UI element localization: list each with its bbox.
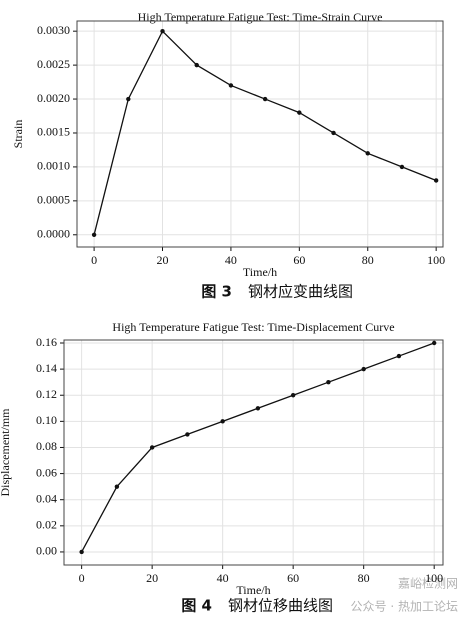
x-tick-label: 80 [362, 253, 374, 267]
caption-label: 图 4 [181, 597, 212, 615]
point [365, 151, 370, 156]
x-tick-label: 80 [358, 571, 370, 585]
x-tick-label: 40 [217, 571, 229, 585]
point [297, 110, 302, 115]
x-tick-label: 0 [79, 571, 85, 585]
point [185, 432, 190, 437]
y-tick-label: 0.0025 [37, 57, 70, 71]
chart-title: High Temperature Fatigue Test: Time-Disp… [112, 320, 394, 334]
point [194, 62, 199, 68]
point [433, 178, 439, 183]
y-tick-label: 0.08 [36, 439, 57, 453]
x-axis-label: Time/h [243, 265, 277, 279]
x-tick-label: 20 [157, 253, 169, 267]
point [399, 164, 405, 170]
plot-frame [63, 339, 444, 566]
caption-text: 钢材位移曲线图 [228, 597, 333, 615]
y-tick-label: 0.0010 [37, 159, 70, 173]
y-tick-label: 0.14 [36, 361, 57, 375]
y-tick-label: 0.0005 [37, 193, 70, 207]
watermark: 嘉峪检测网 [398, 576, 458, 591]
x-tick-label: 0 [91, 253, 97, 267]
x-axis-label: Time/h [236, 583, 270, 597]
chart-title: High Temperature Fatigue Test: Time-Stra… [138, 10, 383, 24]
point [396, 353, 402, 359]
point [91, 232, 97, 237]
point [220, 419, 225, 424]
point [290, 393, 296, 398]
point [149, 445, 155, 450]
x-tick-label: 100 [425, 571, 443, 585]
point [126, 96, 131, 102]
y-axis-label: Strain [11, 120, 25, 149]
y-tick-label: 0.12 [36, 387, 57, 401]
point [228, 83, 234, 88]
caption-label: 图 3 [201, 283, 232, 301]
caption-text: 钢材应变曲线图 [248, 283, 353, 301]
y-tick-label: 0.06 [36, 465, 57, 479]
y-tick-label: 0.02 [36, 518, 57, 532]
y-tick-label: 0.0030 [37, 23, 70, 37]
x-tick-label: 60 [293, 253, 305, 267]
x-tick-label: 40 [225, 253, 237, 267]
plot-frame [76, 20, 444, 248]
x-tick-label: 100 [427, 253, 445, 267]
watermark: 公众号 · 热加工论坛 [351, 600, 458, 614]
point [361, 366, 366, 372]
point [79, 549, 84, 555]
point [431, 340, 437, 346]
point [262, 96, 268, 102]
point [326, 379, 331, 385]
y-tick-label: 0.04 [36, 491, 57, 505]
y-axis-label: Displacement/mm [0, 408, 12, 497]
point [255, 406, 261, 411]
y-tick-label: 0.10 [36, 413, 57, 427]
point [114, 484, 120, 489]
x-tick-label: 20 [146, 571, 158, 585]
y-tick-label: 0.0020 [37, 91, 70, 105]
y-tick-label: 0.0015 [37, 125, 70, 139]
point [160, 28, 165, 34]
point [331, 130, 336, 136]
y-tick-label: 0.0000 [37, 227, 70, 241]
y-tick-label: 0.16 [36, 335, 57, 349]
x-tick-label: 60 [287, 571, 299, 585]
y-tick-label: 0.00 [36, 544, 57, 558]
